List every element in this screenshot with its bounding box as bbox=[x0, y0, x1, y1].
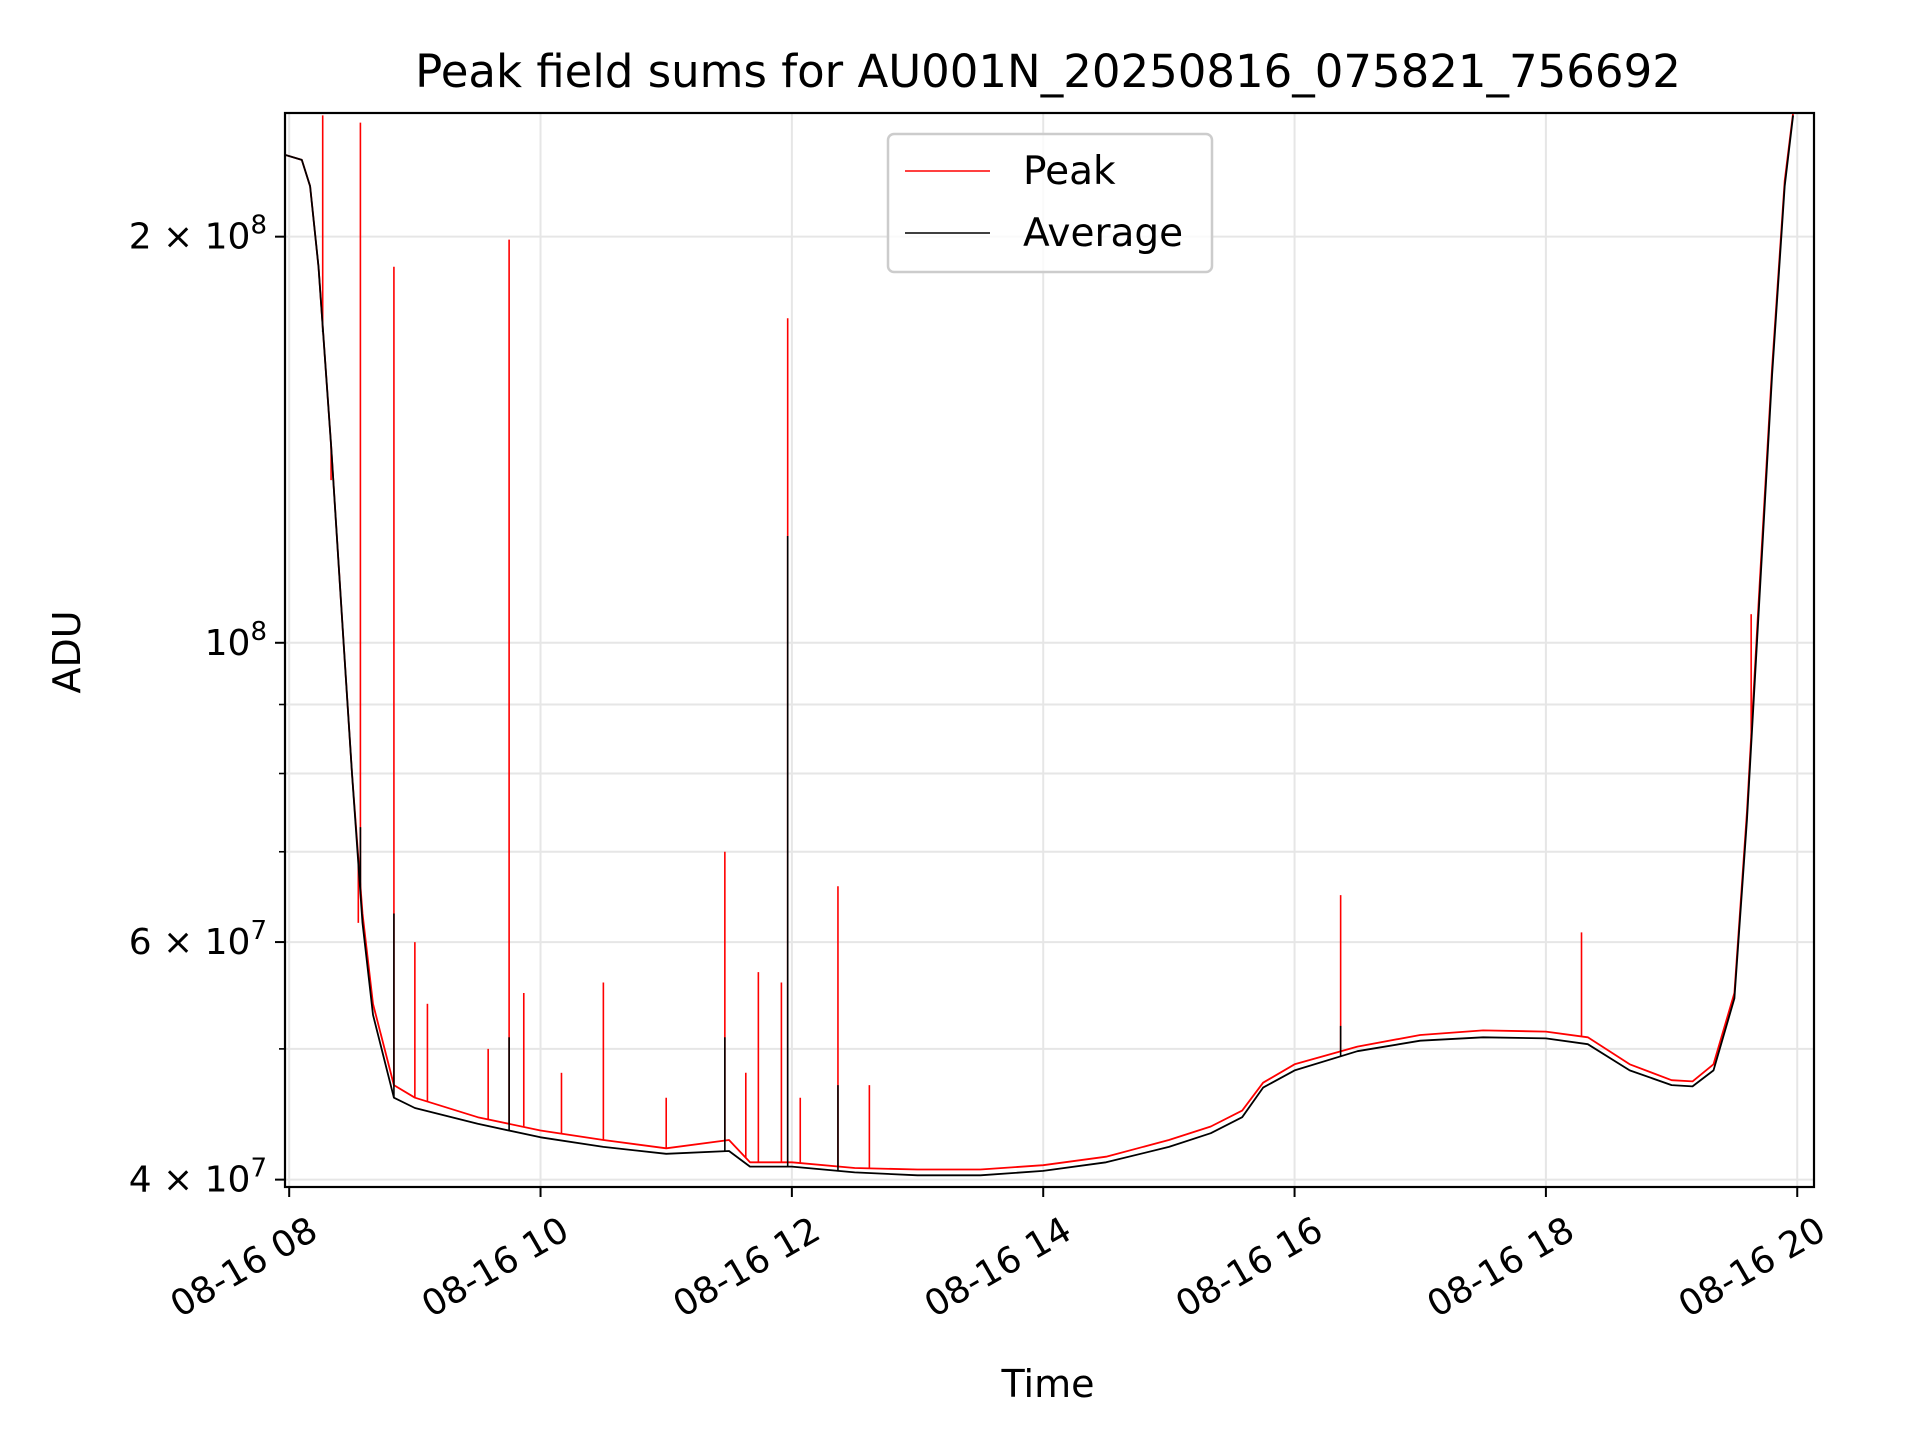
y-tick-label: 6 × 107 bbox=[129, 916, 267, 963]
legend-label-peak: Peak bbox=[1023, 149, 1116, 194]
legend: Peak Average bbox=[886, 132, 1214, 274]
y-tick-label: 2 × 108 bbox=[129, 211, 267, 258]
plot-area-background bbox=[285, 113, 1814, 1187]
series-average bbox=[285, 115, 1794, 1177]
series-line-average bbox=[285, 115, 1794, 1177]
y-axis-label: ADU bbox=[45, 610, 89, 693]
y-axis: 4 × 107 6 × 107 108 2 × 108 bbox=[129, 211, 285, 1201]
series-layer bbox=[285, 113, 1794, 1177]
chart-title: Peak field sums for AU001N_20250816_0758… bbox=[415, 45, 1681, 98]
y-tick-label: 4 × 107 bbox=[129, 1154, 267, 1201]
plot-area-frame bbox=[283, 111, 1816, 1189]
x-axis-label: Time bbox=[1001, 1362, 1095, 1406]
y-tick-label: 108 bbox=[205, 617, 267, 664]
legend-box bbox=[886, 132, 1214, 274]
legend-label-average: Average bbox=[1023, 211, 1183, 256]
